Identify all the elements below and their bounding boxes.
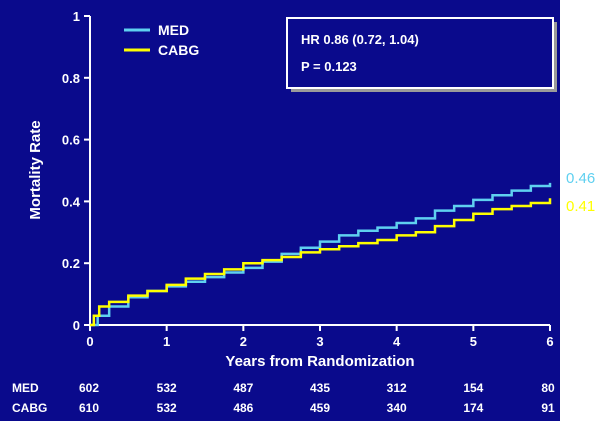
risk-value-cabg: 532 [157,401,177,415]
risk-value-med: 487 [233,381,253,395]
y-tick-label: 0.6 [62,133,80,148]
y-axis-ticks: 0 0.2 0.4 0.6 0.8 1 [62,9,90,333]
legend-label-cabg: CABG [158,42,199,58]
y-axis-title: Mortality Rate [27,120,44,219]
series-layer [90,182,552,327]
at-risk-table: MED CABG 602 532 487 435 312 154 80 610 532 486 45… [12,381,555,415]
risk-row-label-med: MED [12,381,39,395]
x-tick-label: 5 [470,334,477,349]
risk-value-cabg: 459 [310,401,330,415]
risk-value-cabg: 91 [541,401,555,415]
risk-value-med: 80 [541,381,555,395]
x-axis-ticks: 0 1 2 3 4 5 6 [86,325,554,349]
stats-box [286,17,554,89]
x-tick-label: 2 [240,334,247,349]
risk-value-cabg: 486 [233,401,253,415]
y-tick-label: 0.2 [62,256,80,271]
y-tick-label: 0.8 [62,71,80,86]
risk-value-med: 602 [79,381,99,395]
x-tick-label: 4 [393,334,401,349]
y-tick-label: 0 [73,318,80,333]
y-tick-label: 1 [73,9,80,24]
hazard-ratio-text: HR 0.86 (0.72, 1.04) [301,32,419,47]
risk-value-med: 154 [463,381,483,395]
x-tick-label: 0 [86,334,93,349]
risk-value-med: 532 [157,381,177,395]
y-tick-label: 0.4 [62,194,81,209]
risk-value-med: 435 [310,381,330,395]
p-value-text: P = 0.123 [301,59,357,74]
x-axis-title: Years from Randomization [225,353,414,370]
end-label-med: 0.46 [566,170,595,187]
legend-label-med: MED [158,22,189,38]
risk-value-med: 312 [387,381,407,395]
series-line-cabg [90,198,552,327]
series-line-med [90,182,552,327]
risk-row-label-cabg: CABG [12,401,47,415]
x-tick-label: 6 [546,334,553,349]
risk-value-cabg: 340 [387,401,407,415]
legend: MED CABG [124,22,199,58]
x-tick-label: 1 [163,334,170,349]
x-tick-label: 3 [316,334,323,349]
risk-value-cabg: 174 [463,401,483,415]
stats-annotation: HR 0.86 (0.72, 1.04) P = 0.123 [286,17,557,92]
end-label-cabg: 0.41 [566,198,595,215]
risk-value-cabg: 610 [79,401,99,415]
